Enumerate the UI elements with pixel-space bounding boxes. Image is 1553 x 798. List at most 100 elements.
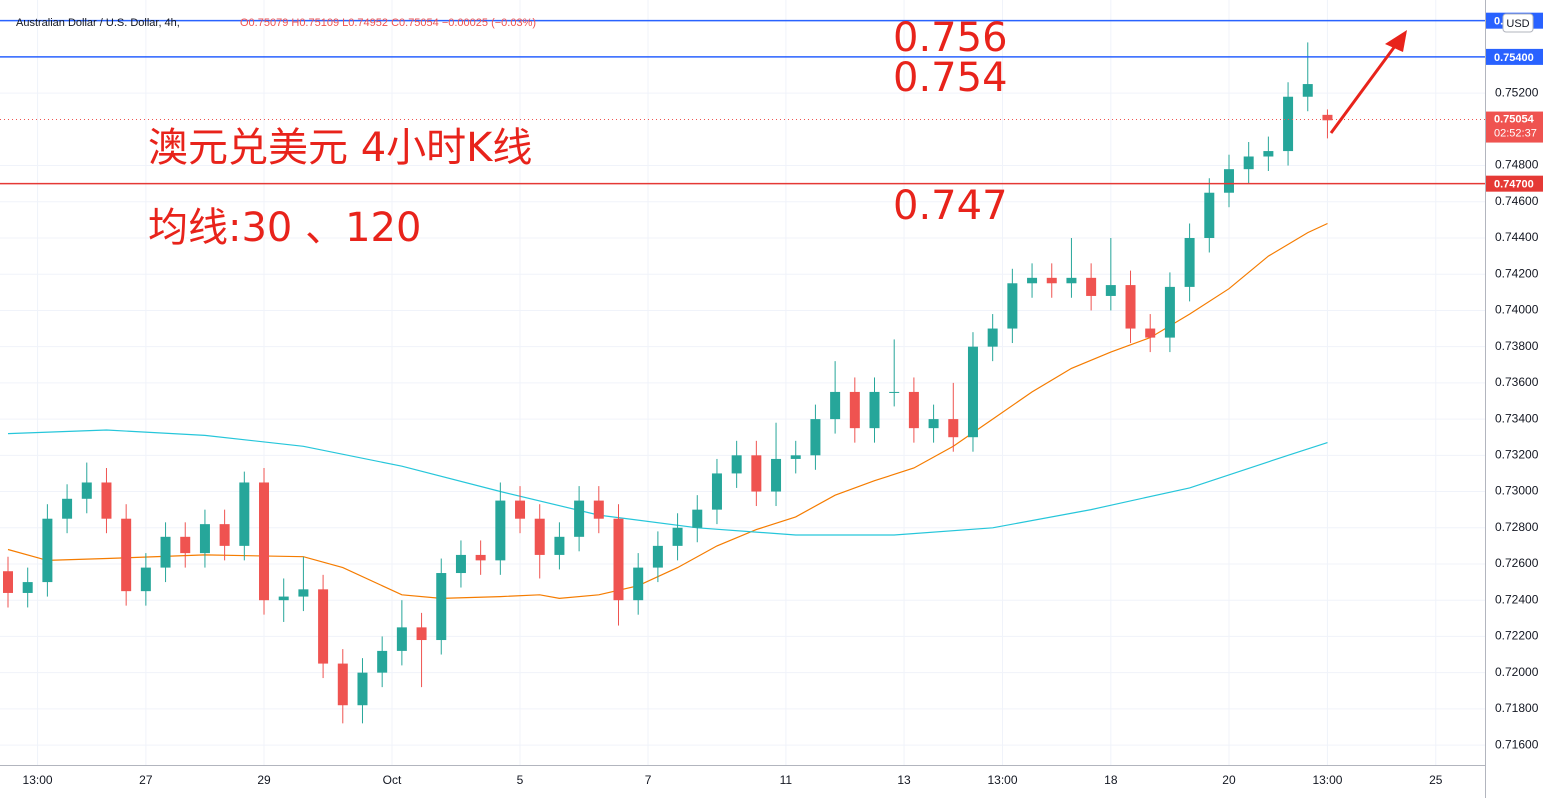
candle-body <box>1066 277 1077 284</box>
y-tick-label: 0.74200 <box>1495 266 1539 280</box>
y-tick-label: 0.75200 <box>1495 85 1539 99</box>
candle-body <box>377 650 388 673</box>
candle-body <box>633 567 644 601</box>
y-tick-label: 0.72200 <box>1495 629 1539 643</box>
y-tick-label: 0.71600 <box>1495 737 1539 751</box>
candle-body <box>495 500 506 561</box>
annotation: 0.754 <box>893 55 1008 101</box>
candle-body <box>121 518 132 592</box>
candle-body <box>396 627 407 651</box>
candle-body <box>1105 285 1116 296</box>
y-tick-label: 0.74000 <box>1495 303 1539 317</box>
annotation: 澳元兑美元 4小时K线 <box>148 125 532 171</box>
candle-body <box>967 346 978 438</box>
candle-body <box>574 500 585 537</box>
candle-body <box>416 627 427 641</box>
candle-body <box>1164 286 1175 338</box>
x-tick-label: 5 <box>517 773 524 787</box>
candle-body <box>140 567 151 592</box>
candle-body <box>554 536 565 555</box>
candle-body <box>62 498 73 519</box>
candle-body <box>101 482 112 519</box>
y-tick-label: 0.71800 <box>1495 701 1539 715</box>
candle-body <box>199 524 210 554</box>
candle-body <box>1125 285 1136 329</box>
candle-body <box>515 500 526 519</box>
y-tick-label: 0.74400 <box>1495 230 1539 244</box>
candle-body <box>160 536 171 568</box>
candle-body <box>1243 156 1254 170</box>
y-tick-label: 0.73000 <box>1495 484 1539 498</box>
y-tick-label: 0.74600 <box>1495 194 1539 208</box>
y-tick-label: 0.74800 <box>1495 158 1539 172</box>
candle-body <box>259 482 270 601</box>
candle-body <box>180 536 191 554</box>
candle-body <box>731 455 742 474</box>
y-tick-label: 0.72600 <box>1495 556 1539 570</box>
candle-body <box>318 589 329 664</box>
x-tick-label: 25 <box>1429 773 1443 787</box>
candle-body <box>1184 237 1195 287</box>
y-tick-label: 0.72800 <box>1495 520 1539 534</box>
candle-body <box>849 391 860 429</box>
candle-body <box>869 391 880 429</box>
candle-body <box>1007 283 1018 329</box>
candle-body <box>534 518 545 555</box>
overlay: 0.756000.754000.747000.7505402:52:37USD0… <box>0 12 1543 251</box>
currency-box <box>1502 13 1534 33</box>
candle-body <box>948 419 959 438</box>
candle-body <box>830 391 841 420</box>
annotation: 0.747 <box>893 183 1008 229</box>
plot <box>3 42 1333 724</box>
last-price-tag <box>1486 111 1543 143</box>
candle-body <box>672 527 683 546</box>
candle-body <box>22 582 33 593</box>
candle-body <box>1145 328 1156 338</box>
x-tick-label: Oct <box>383 773 402 787</box>
currency: USD <box>1506 18 1529 30</box>
candle-body <box>751 455 762 492</box>
candle-body <box>711 473 722 510</box>
candle-body <box>810 419 821 456</box>
x-tick-label: 13:00 <box>23 773 53 787</box>
annotation: 0.756 <box>893 15 1008 61</box>
candle-body <box>1086 277 1097 296</box>
candle-body <box>889 391 900 393</box>
candle-body <box>298 589 309 597</box>
candle-body <box>1204 192 1215 238</box>
x-tick-label: 13 <box>897 773 911 787</box>
candle-body <box>81 482 92 499</box>
candle-body <box>928 419 939 429</box>
candle-body <box>613 518 624 601</box>
level-tag-label: 0.74700 <box>1494 179 1534 191</box>
level-tag <box>1486 48 1543 65</box>
candle-body <box>790 455 801 459</box>
candle-body <box>475 554 486 561</box>
candle-body <box>771 458 782 492</box>
countdown: 02:52:37 <box>1494 127 1537 139</box>
candle-body <box>593 500 604 519</box>
candle-body <box>1322 114 1333 121</box>
candle-body <box>1027 277 1038 284</box>
candle-body <box>3 571 13 593</box>
candle-body <box>278 596 289 601</box>
y-tick-label: 0.72400 <box>1495 592 1539 606</box>
candle-body <box>1046 277 1057 284</box>
level-tag-label: 0.75400 <box>1494 52 1534 64</box>
candle-body <box>1263 151 1274 157</box>
candle-body <box>455 554 466 574</box>
level-tag <box>1486 175 1543 192</box>
x-tick-label: 27 <box>139 773 153 787</box>
candle-body <box>219 524 230 546</box>
candle-body <box>1283 96 1294 152</box>
ohlc-values: O0.75079 H0.75109 L0.74952 C0.75054 −0.0… <box>240 17 536 29</box>
candle-body <box>987 328 998 347</box>
x-tick-label: 11 <box>780 773 793 787</box>
x-tick-label: 20 <box>1222 773 1236 787</box>
x-tick-label: 18 <box>1104 773 1118 787</box>
last-price-label: 0.75054 <box>1494 113 1535 125</box>
candle-body <box>337 663 348 706</box>
candle-body <box>239 482 250 546</box>
